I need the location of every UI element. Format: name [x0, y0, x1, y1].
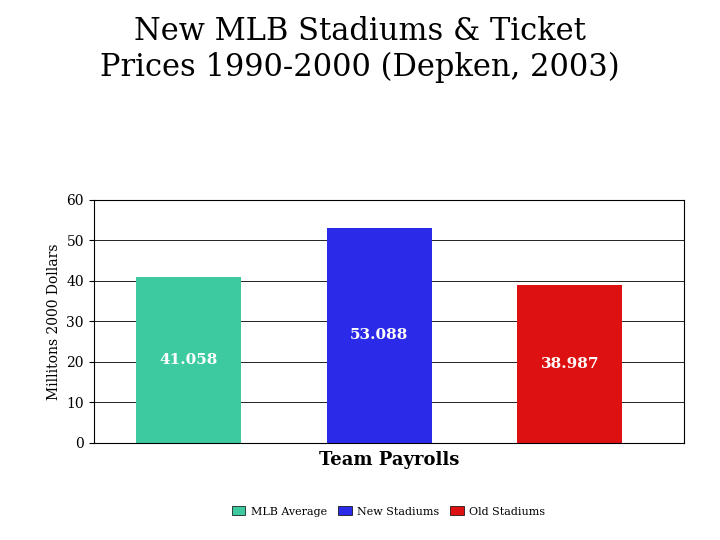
Bar	[137, 276, 241, 443]
Bar	[518, 285, 622, 443]
Y-axis label: Millitons 2000 Dollars: Millitons 2000 Dollars	[47, 243, 60, 400]
Text: 53.088: 53.088	[350, 328, 408, 342]
X-axis label: Team Payrolls: Team Payrolls	[319, 451, 459, 469]
Text: New MLB Stadiums & Ticket
Prices 1990-2000 (Depken, 2003): New MLB Stadiums & Ticket Prices 1990-20…	[100, 16, 620, 83]
Bar	[327, 228, 432, 443]
Text: 38.987: 38.987	[541, 357, 599, 371]
Legend: MLB Average, New Stadiums, Old Stadiums: MLB Average, New Stadiums, Old Stadiums	[228, 502, 550, 521]
Text: 41.058: 41.058	[160, 353, 218, 367]
